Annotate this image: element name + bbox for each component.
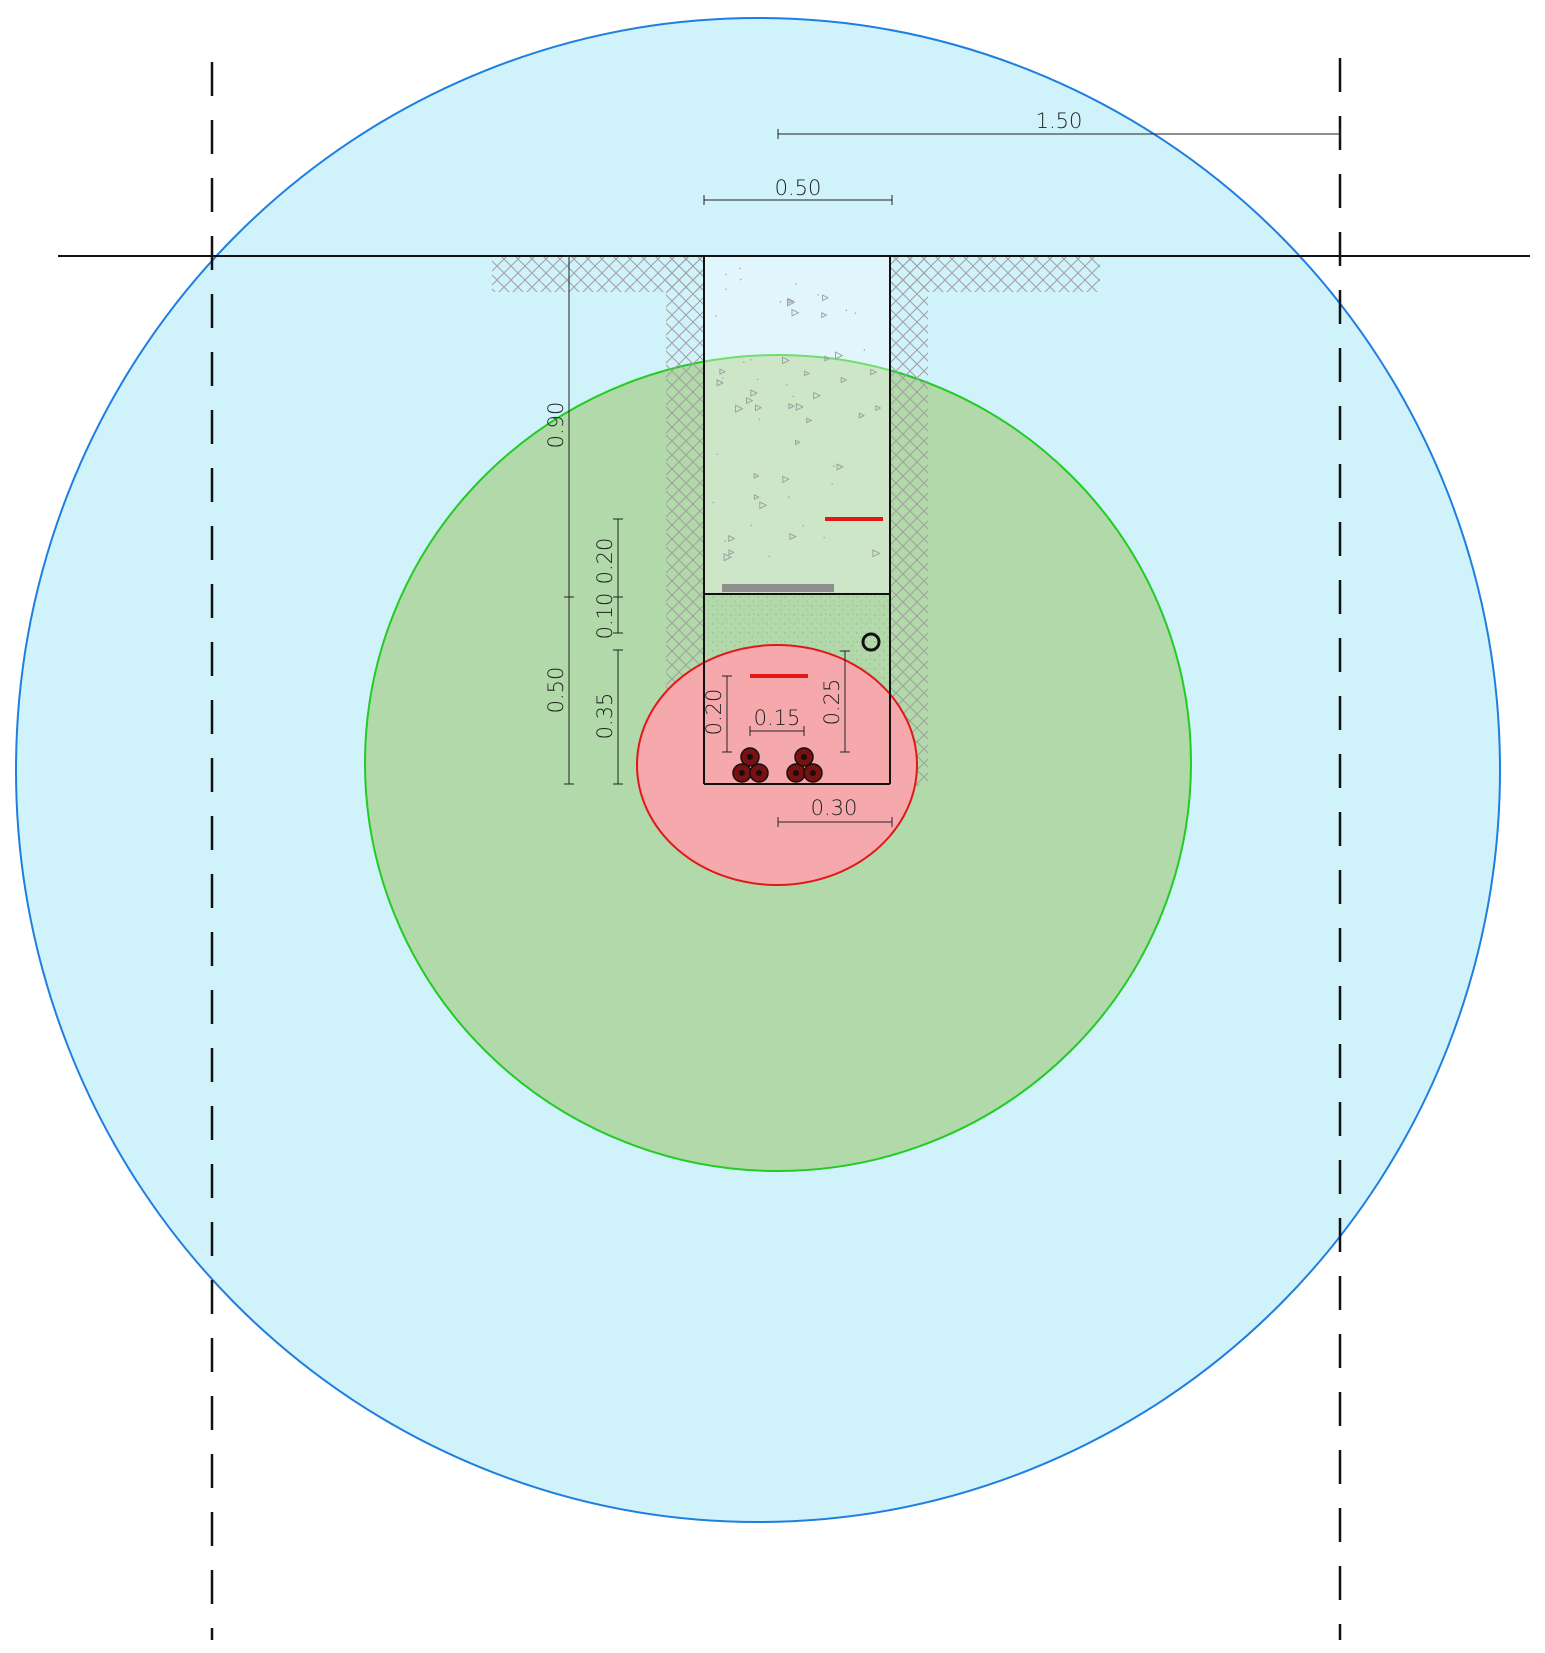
aggregate-dot [739,278,742,281]
cable-left-top [740,747,760,767]
dim-line-outer-radius [777,129,1341,139]
dim-line-cable-offset-bottom [777,817,893,827]
aggregate-dot [823,536,826,539]
aggregate-dot [750,358,752,361]
aggregate-mark [791,308,800,317]
aggregate-mark [795,402,804,411]
aggregate-mark [746,397,754,405]
dim-line-cable-height-left [722,675,732,753]
cable-left-bottom-left [732,763,752,783]
aggregate-mark [836,463,844,471]
aggregate-mark [753,472,760,479]
dim-label-depth-top: 0.20 [593,538,617,585]
aggregate-dot [742,361,745,364]
aggregate-mark [719,368,726,375]
aggregate-dot [758,418,761,421]
trench-outline [703,256,891,785]
cable-right-bottom-left [786,763,806,783]
dim-line-trench-width [703,195,893,205]
aggregate-mark [788,298,795,304]
aggregate-mark [735,404,744,413]
aggregate-dot [724,540,726,542]
aggregate-dot [779,301,782,303]
aggregate-mark [788,403,795,410]
aggregate-dot [831,483,834,486]
aggregate-dot [795,283,797,285]
protection-plate [722,584,834,592]
aggregate-mark [834,351,844,360]
aggregate-mark [822,294,830,302]
aggregate-dot [817,293,819,296]
aggregate-mark [755,404,763,412]
aggregate-dot [792,395,795,398]
aggregate-mark [804,370,811,377]
aggregate-dot [716,453,718,455]
dim-label-cable-spacing: 0.15 [754,706,801,730]
aggregate-mark [840,376,848,384]
aggregate-dot [750,524,752,527]
aggregate-mark [806,417,813,424]
dim-label-cable-offset-bottom: 0.30 [811,796,858,820]
aggregate-mark [782,475,790,483]
dim-line-cable-spacing [749,726,805,736]
aggregate-mark [875,404,882,412]
aggregate-mark [824,355,831,362]
aggregate-mark [750,389,758,397]
aggregate-mark [794,439,801,446]
aggregate-mark [716,379,724,387]
backfill-aggregate [712,267,882,562]
dim-label-depth-gap: 0.10 [593,593,617,640]
aggregate-mark [789,532,797,541]
dim-line-depth-gap [613,597,623,634]
aggregate-dot [802,524,805,527]
cable-bundle-right [786,747,823,783]
aggregate-mark [728,534,736,543]
dim-label-outer-radius: 1.50 [1036,109,1083,133]
dim-label-depth-lower-inner: 0.35 [593,693,617,740]
inner-zone [636,644,918,886]
aggregate-dot [712,501,715,504]
aggregate-dot [768,555,771,558]
cable-right-bottom-right [803,763,823,783]
cable-left-bottom-right [749,763,769,783]
earthing-conductor [861,632,881,652]
cable-right-top [794,747,814,767]
aggregate-dot [722,377,724,380]
aggregate-mark [723,553,733,562]
dim-label-depth-total: 0.90 [544,402,568,449]
aggregate-mark [753,494,760,501]
dim-label-trench-width: 0.50 [775,176,822,200]
aggregate-mark [870,368,878,376]
aggregate-mark [787,298,796,307]
aggregate-dot [756,378,759,381]
dim-line-depth-lower-outer [564,597,574,785]
aggregate-dot [725,288,727,290]
aggregate-mark [858,412,865,419]
aggregate-dot [787,496,790,498]
aggregate-mark [872,549,881,558]
dim-label-depth-lower-outer: 0.50 [544,667,568,714]
aggregate-mark [728,549,735,556]
dim-line-tape-height-right [840,650,850,753]
dim-label-cable-height-left: 0.20 [702,689,726,736]
cable-bundle-left [732,747,769,783]
dim-label-tape-height-right: 0.25 [820,679,844,726]
aggregate-dot [854,312,857,314]
aggregate-dot [833,465,835,467]
aggregate-dot [715,315,717,317]
dim-line-depth-lower-inner [613,649,623,785]
aggregate-dot [845,309,848,312]
aggregate-mark [759,501,768,510]
aggregate-dot [863,349,866,351]
aggregate-mark [813,391,821,400]
aggregate-mark [782,356,790,365]
aggregate-dot [739,267,741,270]
aggregate-dot [785,384,788,386]
aggregate-dot [725,273,727,276]
aggregate-mark [821,312,828,319]
